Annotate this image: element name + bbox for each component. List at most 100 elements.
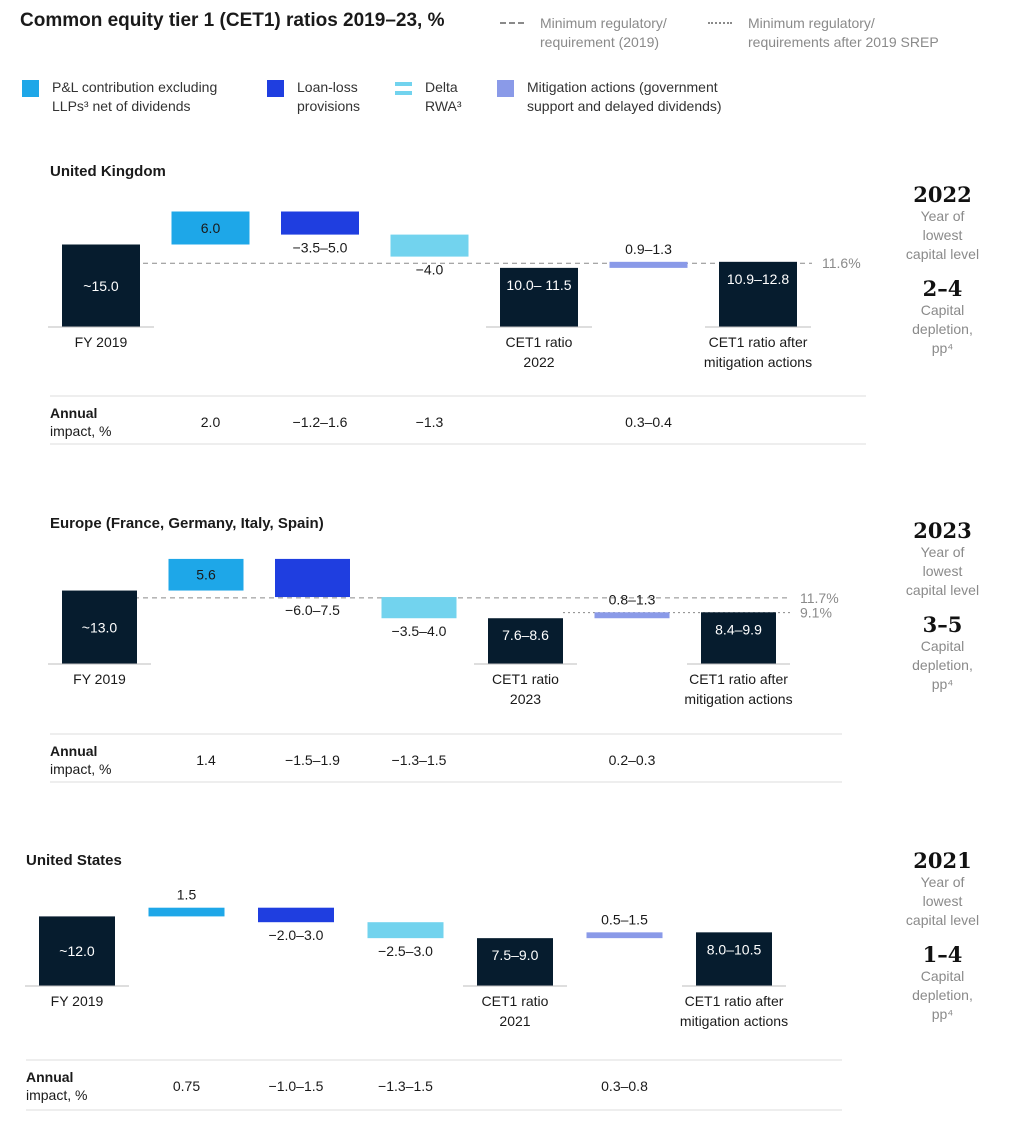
total-bar	[62, 590, 137, 664]
annual-impact-value: 0.3–0.8	[601, 1078, 648, 1094]
change-bar	[586, 932, 663, 939]
value-label: 5.6	[196, 567, 216, 583]
summary-caption: Capital	[920, 638, 965, 654]
value-label: −3.5–5.0	[293, 240, 348, 256]
annual-impact-value: −1.3–1.5	[392, 752, 447, 768]
summary-caption: capital level	[905, 582, 980, 598]
value-label: 0.5–1.5	[601, 911, 648, 927]
summary-caption: lowest	[922, 563, 963, 579]
change-bar	[367, 922, 444, 939]
change-bar	[609, 261, 688, 268]
waterfall-chart-uk: 11.6% ~15.0 FY 2019 6.0 2.0 −3.5–5.0 −1.2–1.6 −…	[48, 211, 866, 445]
capital-depletion-value: 3–5	[922, 612, 963, 637]
x-axis-label: CET1 ratio after	[689, 671, 788, 687]
summary-caption: pp⁴	[931, 676, 954, 692]
total-bar	[701, 612, 776, 664]
legend-label-line2: provisions	[297, 98, 361, 114]
legend-label-line2: LLPs³ net of dividends	[52, 98, 191, 114]
summary-uk: 2022 Year of lowest capital level 2–4 Ca…	[880, 182, 1005, 358]
legend-reference-srep: Minimum regulatory/ requirements after 2…	[708, 14, 1008, 54]
annual-impact-value: −1.2–1.6	[293, 414, 348, 430]
lowest-capital-year: 2023	[913, 518, 972, 543]
x-axis-label: FY 2019	[51, 993, 104, 1009]
legend-label-line2: support and delayed dividends)	[527, 98, 722, 114]
annual-impact-value: 0.75	[173, 1078, 200, 1094]
x-axis-label: CET1 ratio	[492, 671, 559, 687]
legend-label-line2: RWA³	[425, 98, 462, 114]
total-bar	[39, 916, 115, 986]
summary-caption: depletion,	[912, 657, 973, 673]
change-bar	[390, 234, 469, 257]
legend-label-line2: requirement (2019)	[540, 34, 660, 50]
value-label: 0.9–1.3	[625, 241, 672, 257]
legend-swatch	[497, 80, 514, 97]
total-bar	[488, 618, 563, 664]
x-axis-label: 2021	[499, 1013, 530, 1029]
x-axis-label: 2023	[510, 691, 541, 707]
x-axis-label: mitigation actions	[704, 354, 812, 370]
summary-caption: lowest	[922, 227, 963, 243]
region-label-uk: United Kingdom	[50, 163, 166, 180]
total-bar	[477, 938, 553, 986]
legend-label-line1: Delta	[425, 79, 458, 95]
x-axis-label: CET1 ratio	[482, 993, 549, 1009]
change-bar	[275, 558, 350, 598]
summary-caption: Capital	[920, 302, 965, 318]
change-bar	[381, 597, 457, 619]
change-bar	[148, 907, 225, 917]
legend-reference-2019: Minimum regulatory/ requirement (2019)	[500, 14, 710, 54]
annual-impact-row-label: Annual	[26, 1069, 73, 1085]
annual-impact-row-label: impact, %	[50, 423, 111, 439]
reference-line-label: 11.7%	[800, 590, 839, 606]
value-label: −3.5–4.0	[392, 623, 447, 639]
change-bar	[281, 211, 359, 235]
legend-swatch	[22, 80, 39, 97]
region-label-us: United States	[26, 852, 122, 869]
summary-caption: depletion,	[912, 321, 973, 337]
annual-impact-value: −1.3–1.5	[378, 1078, 433, 1094]
waterfall-chart-us: ~12.0 FY 2019 1.5 0.75 −2.0–3.0 −1.0–1.5 −2.5–…	[25, 887, 842, 1111]
capital-depletion-value: 1–4	[922, 942, 963, 967]
x-axis-label: mitigation actions	[684, 691, 792, 707]
annual-impact-value: 0.3–0.4	[625, 414, 672, 430]
summary-caption: pp⁴	[931, 1006, 954, 1022]
x-axis-label: CET1 ratio after	[709, 334, 808, 350]
summary-caption: lowest	[922, 893, 963, 909]
dashed-line-swatch	[500, 22, 524, 24]
total-bar	[696, 932, 772, 986]
value-label: 7.6–8.6	[502, 627, 549, 643]
change-bar	[168, 558, 244, 591]
x-axis-label: mitigation actions	[680, 1013, 788, 1029]
legend-label-line1: Minimum regulatory/	[540, 15, 667, 31]
lowest-capital-year: 2021	[913, 848, 972, 873]
legend-label-line1: P&L contribution excluding	[52, 79, 218, 95]
value-label: 10.9–12.8	[727, 271, 789, 287]
value-label: −2.0–3.0	[269, 927, 324, 943]
x-axis-label: 2022	[523, 354, 554, 370]
change-bar	[258, 907, 334, 923]
summary-caption: Year of	[920, 544, 965, 560]
region-label-europe: Europe (France, Germany, Italy, Spain)	[50, 515, 324, 532]
reference-line-label: 11.6%	[822, 255, 861, 271]
summary-caption: pp⁴	[931, 340, 954, 356]
summary-europe: 2023 Year of lowest capital level 3–5 Ca…	[880, 518, 1005, 694]
legend-swatch	[267, 80, 284, 97]
value-label: −2.5–3.0	[378, 943, 433, 959]
annual-impact-value: −1.5–1.9	[285, 752, 340, 768]
value-label: 10.0– 11.5	[506, 277, 571, 293]
summary-caption: Year of	[920, 874, 965, 890]
x-axis-label: CET1 ratio after	[685, 993, 784, 1009]
value-label: 6.0	[201, 220, 221, 236]
value-label: 7.5–9.0	[492, 947, 539, 963]
value-label: 0.8–1.3	[609, 591, 656, 607]
change-bar	[171, 211, 250, 245]
value-label: −4.0	[416, 262, 444, 278]
x-axis-label: FY 2019	[73, 671, 126, 687]
value-label: ~15.0	[83, 278, 119, 294]
total-bar	[500, 267, 578, 327]
annual-impact-row-label: impact, %	[50, 761, 111, 777]
value-label: ~12.0	[59, 943, 95, 959]
annual-impact-value: 1.4	[196, 752, 216, 768]
waterfall-chart-europe: 11.7%9.1% ~13.0 FY 2019 5.6 1.4 −6.0–7.5 −1.5–…	[48, 558, 842, 783]
value-label: 8.0–10.5	[707, 941, 762, 957]
